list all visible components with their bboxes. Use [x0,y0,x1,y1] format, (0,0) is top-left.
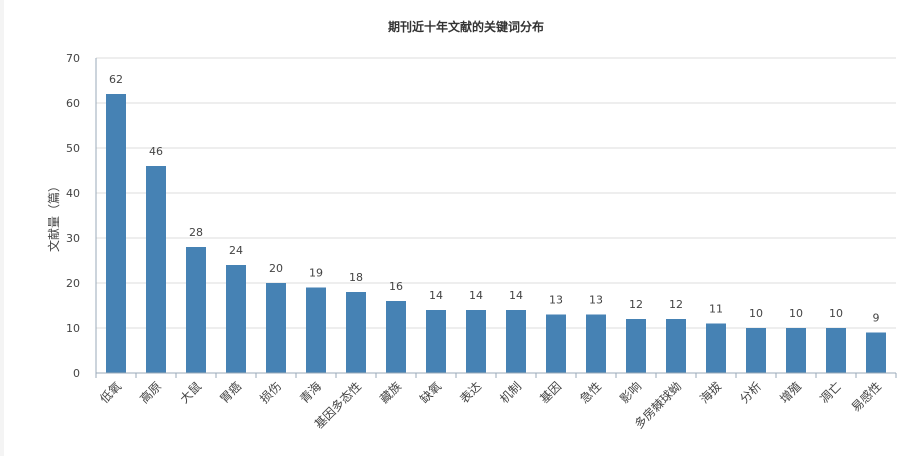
bar [706,323,726,373]
gridlines [96,57,896,329]
x-tick-label: 缺氧 [417,379,445,407]
x-tick-label: 表达 [457,379,484,406]
data-label: 10 [829,307,843,320]
bar [386,301,406,373]
bar [186,247,206,373]
x-tick-label: 影响 [617,379,645,407]
y-axis-ticks: 0 10 20 30 40 50 60 70 [66,52,80,380]
data-label: 13 [589,294,603,307]
data-labels: 62 46 28 24 20 19 18 16 14 14 14 13 13 12 12 11 10 10 10 9 [109,73,880,325]
y-tick-label: 20 [66,277,80,290]
data-label: 62 [109,73,123,86]
axes [95,58,897,378]
bar [866,332,886,373]
y-tick-label: 0 [73,367,80,380]
y-tick-label: 40 [66,187,80,200]
left-border-strip [0,0,4,456]
bar [226,265,246,373]
x-tick-label: 易感性 [848,379,884,415]
data-label: 10 [789,307,803,320]
data-label: 19 [309,267,323,280]
bar [346,292,366,373]
data-label: 12 [669,298,683,311]
bar [306,287,326,373]
y-tick-label: 70 [66,52,80,65]
bar [746,328,766,373]
x-tick-label: 低氧 [97,379,124,406]
x-tick-label: 增殖 [777,379,805,407]
data-label: 10 [749,307,763,320]
y-tick-label: 10 [66,322,80,335]
bar [626,319,646,373]
data-label: 9 [873,312,880,325]
x-tick-label: 大鼠 [177,379,204,406]
data-label: 20 [269,262,283,275]
x-tick-label: 青海 [297,379,325,407]
chart-title: 期刊近十年文献的关键词分布 [388,19,544,34]
x-tick-label: 急性 [577,379,605,407]
data-label: 11 [709,303,723,316]
y-tick-label: 50 [66,142,80,155]
bar [426,310,446,373]
bar [146,166,166,373]
x-tick-label: 损伤 [257,379,284,406]
bar [826,328,846,373]
y-axis-label: 文献量（篇） [46,180,61,252]
data-label: 24 [229,244,243,257]
data-label: 46 [149,145,163,158]
bars [106,94,886,373]
x-tick-label: 胃癌 [217,379,245,407]
bar [666,319,686,373]
bar [466,310,486,373]
bar [786,328,806,373]
x-tick-label: 藏族 [377,379,404,406]
x-tick-label: 基因 [537,379,564,406]
bar [546,314,566,373]
data-label: 14 [469,289,483,302]
data-label: 12 [629,298,643,311]
x-tick-label: 凋亡 [817,379,844,406]
data-label: 13 [549,294,563,307]
y-tick-label: 60 [66,97,80,110]
x-tick-label: 机制 [497,379,524,406]
data-label: 28 [189,226,203,239]
data-label: 14 [509,289,523,302]
x-tick-label: 高原 [137,379,165,407]
data-label: 16 [389,280,403,293]
x-tick-label: 海拔 [697,379,725,407]
bar [506,310,526,373]
x-tick-label: 分析 [737,379,764,406]
bar [586,314,606,373]
y-tick-label: 30 [66,232,80,245]
bar [266,283,286,373]
bar [106,94,126,373]
data-label: 14 [429,289,443,302]
data-label: 18 [349,271,363,284]
